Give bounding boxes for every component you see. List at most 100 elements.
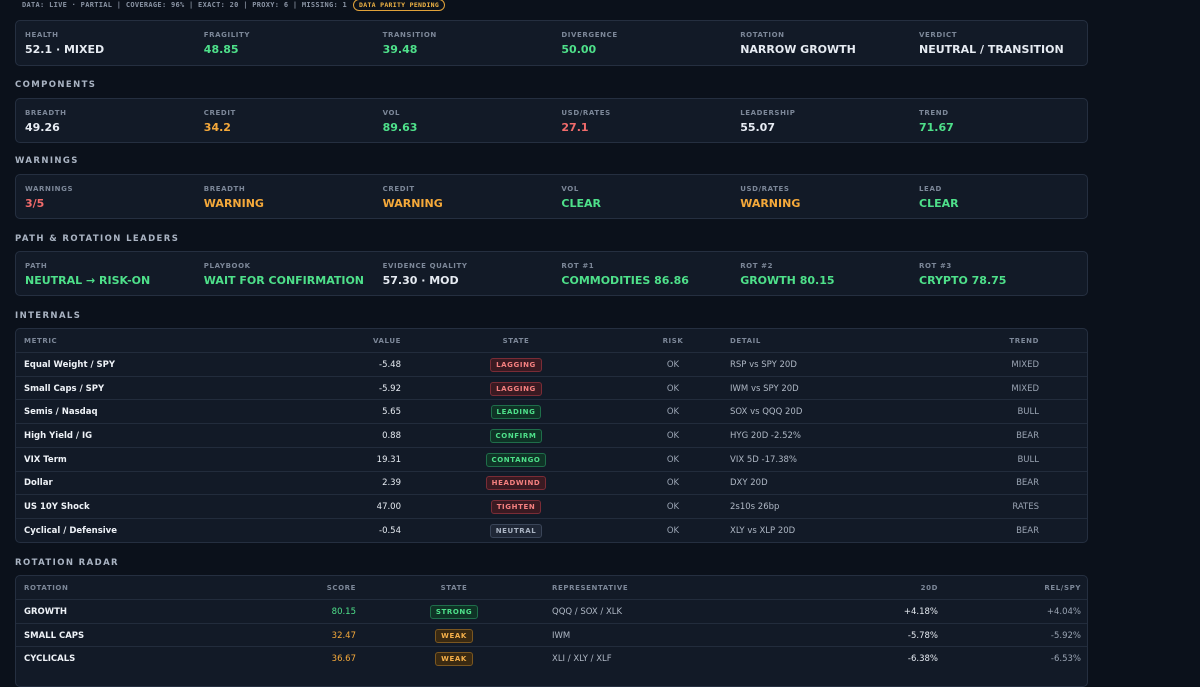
metric-value: WAIT FOR CONFIRMATION	[203, 274, 365, 287]
table-cell-text: RATES	[1012, 502, 1039, 513]
section-title: PATH & ROTATION LEADERS	[15, 234, 180, 244]
metric-card: BREADTH 49.26 CREDIT 34.2 VOL 89.63 USD/RATES 2…	[15, 98, 1088, 143]
column-header-text: STATE	[440, 583, 468, 592]
table-cell-text: 32.47	[331, 630, 356, 641]
column-header-text: TREND	[1009, 336, 1039, 345]
table-cell: OK	[613, 495, 733, 519]
table-cell-text: OK	[666, 478, 680, 489]
table-cell-text: OK	[666, 383, 680, 394]
metric-cell: ROT #1 COMMODITIES 86.86	[552, 252, 730, 295]
column-header: 20D	[921, 576, 938, 599]
column-header: TREND	[1009, 329, 1039, 352]
metric-cell: LEADERSHIP 55.07	[731, 99, 909, 142]
metric-card: HEALTH 52.1 · MIXED FRAGILITY 48.85 TRANSITI…	[15, 20, 1088, 66]
table-cell: CYCLICALS	[24, 647, 75, 671]
table-cell: BULL	[1017, 448, 1039, 472]
metric-label: LEAD	[919, 185, 942, 193]
table-cell: Cyclical / Defensive	[24, 519, 117, 542]
table-cell-text: OK	[666, 502, 680, 513]
metric-value: 49.26	[25, 121, 60, 134]
table-cell-text: IWM	[552, 630, 571, 641]
metric-cell: ROTATION NARROW GROWTH	[731, 21, 909, 65]
table-cell: -6.38%	[908, 647, 938, 671]
table-cell: 5.65	[382, 400, 401, 424]
table-cell-text: CONTANGO	[485, 452, 547, 467]
table-cell: +4.18%	[904, 600, 938, 624]
parity-badge: DATA PARITY PENDING	[353, 0, 446, 11]
metric-label: HEALTH	[25, 31, 59, 39]
table-cell: DXY 20D	[730, 472, 768, 496]
metric-card: PATH NEUTRAL → RISK-ON PLAYBOOK WAIT FOR CO…	[15, 251, 1088, 296]
table-cell-text: HYG 20D -2.52%	[730, 430, 802, 441]
table-cell: OK	[613, 519, 733, 542]
metric-value: NEUTRAL / TRANSITION	[919, 43, 1064, 56]
metric-cell: PATH NEUTRAL → RISK-ON	[16, 252, 194, 295]
column-header-text: REPRESENTATIVE	[552, 583, 629, 592]
table-cell-text: +4.04%	[1046, 606, 1081, 617]
column-header: REPRESENTATIVE	[552, 576, 628, 599]
table-cell-text: CONFIRM	[489, 428, 543, 443]
metric-cell: CREDIT WARNING	[374, 175, 552, 218]
table-cell: OK	[613, 472, 733, 496]
table-cell-text: HEADWIND	[485, 476, 547, 491]
table-cell: CONTANGO	[456, 448, 576, 472]
table-cell-text: -5.78%	[907, 630, 938, 641]
metric-cell: HEALTH 52.1 · MIXED	[16, 21, 194, 65]
header-row: ROTATION SCORE STATE REPRESENTATIVE 20D REL/S…	[16, 576, 1087, 599]
table-cell: BULL	[1017, 400, 1039, 424]
metric-value: 27.1	[561, 121, 589, 134]
table-cell: Equal Weight / SPY	[24, 353, 115, 377]
table-cell: MIXED	[1011, 377, 1039, 401]
table-cell-text: -5.48	[379, 359, 401, 370]
table-cell-text: -6.53%	[1050, 654, 1081, 665]
table-cell: Semis / Nasdaq	[24, 400, 98, 424]
table-cell-text: 2.39	[382, 478, 401, 489]
table-cell: VIX 5D -17.38%	[730, 448, 797, 472]
table-cell: IWM	[552, 624, 570, 648]
metric-value: CLEAR	[561, 197, 601, 210]
table-cell-text: -0.54	[379, 525, 401, 536]
column-header: VALUE	[373, 329, 401, 352]
metric-cell: ROT #3 CRYPTO 78.75	[910, 252, 1088, 295]
table-row: US 10Y Shock 47.00 TIGHTEN OK 2s10s 26bp RATE…	[16, 494, 1087, 519]
column-header-text: REL/SPY	[1044, 583, 1081, 592]
table-cell: Small Caps / SPY	[24, 377, 104, 401]
metric-cell: VOL CLEAR	[552, 175, 730, 218]
table-cell-text: Semis / Nasdaq	[24, 407, 98, 418]
table-cell-text: TIGHTEN	[490, 500, 542, 515]
table-cell: RATES	[1012, 495, 1039, 519]
table-cell-text: -5.92	[379, 383, 401, 394]
metric-card: WARNINGS 3/5 BREADTH WARNING CREDIT WARNING VO…	[15, 174, 1088, 219]
table-cell-text: +4.18%	[903, 606, 938, 617]
table-cell: SOX vs QQQ 20D	[730, 400, 802, 424]
table-row: CYCLICALS 36.67 WEAK XLI / XLY / XLF -6.38% -…	[16, 646, 1087, 671]
table-cell: 0.88	[382, 424, 401, 448]
metric-label: BREADTH	[203, 185, 246, 193]
table-cell-text: Small Caps / SPY	[24, 383, 105, 394]
table-cell: STRONG	[394, 600, 514, 624]
table-row: VIX Term 19.31 CONTANGO OK VIX 5D -17.38% BUL…	[16, 446, 1087, 472]
table-cell-text: GROWTH	[24, 606, 68, 617]
table-cell-text: Dollar	[24, 478, 53, 489]
table-row: Small Caps / SPY -5.92 LAGGING OK IWM vs SPY…	[16, 375, 1087, 401]
table-cell: OK	[613, 448, 733, 472]
column-header-text: STATE	[502, 336, 530, 345]
metric-value: 39.48	[382, 43, 418, 56]
table-row: Equal Weight / SPY -5.48 LAGGING OK RSP vs S…	[16, 352, 1087, 377]
table-cell: LAGGING	[456, 377, 576, 401]
metric-cell: BREADTH 49.26	[16, 99, 194, 142]
metric-value: COMMODITIES 86.86	[561, 274, 689, 287]
metric-value: 89.63	[382, 121, 418, 134]
metric-cell: ROT #2 GROWTH 80.15	[731, 252, 909, 295]
table-cell-text: BEAR	[1016, 430, 1039, 441]
metric-label: VOL	[561, 185, 579, 193]
metric-label: LEADERSHIP	[740, 109, 796, 117]
table-cell-text: 19.31	[376, 454, 401, 465]
table-cell: CONFIRM	[456, 424, 576, 448]
table-cell-text: BEAR	[1016, 525, 1039, 536]
metric-label: PATH	[25, 262, 48, 270]
column-header: REL/SPY	[1044, 576, 1081, 599]
table-cell-text: High Yield / IG	[24, 430, 93, 441]
metric-cell: DIVERGENCE 50.00	[552, 21, 730, 65]
header-row: METRIC VALUE STATE RISK DETAIL TREND	[16, 329, 1087, 352]
